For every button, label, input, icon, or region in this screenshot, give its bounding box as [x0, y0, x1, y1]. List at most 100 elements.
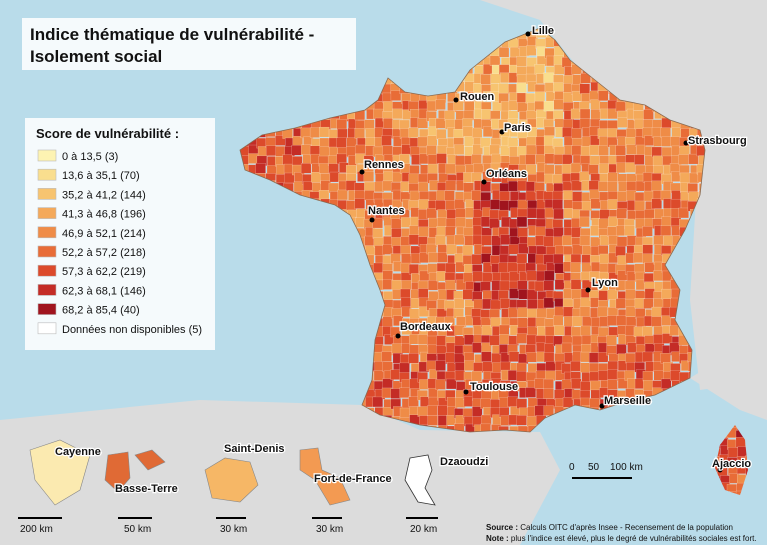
commune	[391, 228, 402, 239]
commune	[543, 236, 554, 247]
title-line: Indice thématique de vulnérabilité -	[30, 25, 314, 44]
commune	[534, 405, 545, 416]
commune	[300, 144, 312, 155]
note-label: Note :	[486, 534, 509, 543]
commune	[534, 91, 546, 103]
commune	[661, 136, 672, 147]
commune	[525, 387, 536, 398]
commune	[525, 371, 537, 383]
commune	[553, 208, 564, 220]
commune	[633, 252, 644, 263]
commune	[688, 153, 699, 165]
commune	[381, 387, 393, 399]
commune	[418, 288, 429, 299]
commune	[561, 163, 573, 175]
commune	[408, 264, 420, 275]
city-label: Ajaccio	[712, 458, 751, 470]
commune	[399, 407, 411, 419]
commune	[598, 145, 609, 156]
note: Note : plus l'indice est élevé, plus le …	[486, 534, 757, 543]
commune	[660, 127, 671, 138]
commune	[490, 199, 501, 210]
legend-swatch	[37, 188, 57, 200]
commune	[426, 208, 437, 219]
commune	[507, 137, 519, 148]
commune	[642, 351, 653, 363]
commune	[651, 316, 662, 327]
commune	[571, 378, 582, 389]
commune	[508, 351, 520, 362]
commune	[543, 135, 555, 146]
commune	[426, 360, 437, 372]
iberia	[0, 400, 560, 545]
commune	[526, 207, 538, 219]
commune	[399, 362, 410, 374]
commune	[589, 398, 600, 409]
commune	[590, 109, 601, 120]
overseas-label: Dzaoudzi	[440, 456, 488, 468]
commune	[651, 306, 662, 318]
commune	[453, 100, 464, 111]
commune	[364, 190, 375, 201]
commune	[544, 153, 556, 164]
commune	[554, 389, 565, 400]
commune	[454, 199, 465, 210]
commune	[435, 118, 447, 129]
commune	[499, 191, 511, 202]
commune	[427, 405, 438, 416]
commune	[553, 315, 564, 327]
commune	[499, 298, 511, 309]
scale-bars: 200 km 50 km 30 km 30 km 20 km 0 50 100 …	[18, 462, 643, 535]
commune	[589, 362, 600, 374]
commune	[589, 189, 600, 200]
commune	[571, 227, 582, 238]
commune	[436, 335, 447, 346]
overseas-label: Basse-Terre	[115, 483, 178, 495]
commune	[392, 108, 403, 120]
commune	[625, 289, 636, 300]
legend-swatch	[37, 284, 57, 296]
commune	[678, 207, 689, 219]
commune	[581, 201, 593, 212]
commune	[679, 172, 691, 184]
commune	[455, 155, 466, 166]
commune	[373, 262, 384, 274]
commune	[626, 144, 637, 155]
commune	[543, 405, 554, 416]
commune	[498, 47, 510, 58]
commune	[643, 273, 655, 284]
commune	[481, 235, 492, 246]
commune	[401, 253, 412, 264]
commune	[606, 335, 617, 346]
commune	[516, 92, 528, 104]
commune	[490, 73, 501, 84]
commune	[480, 137, 491, 148]
commune	[408, 234, 420, 245]
commune	[365, 128, 376, 139]
commune	[526, 45, 537, 56]
commune	[571, 326, 582, 338]
commune	[337, 128, 348, 140]
commune	[427, 335, 438, 347]
commune	[663, 235, 674, 246]
commune	[544, 126, 555, 138]
commune	[410, 253, 422, 264]
legend-title: Score de vulnérabilité :	[36, 126, 179, 141]
commune	[390, 369, 401, 380]
commune	[400, 297, 412, 308]
commune	[607, 172, 618, 183]
commune	[427, 415, 438, 426]
commune	[589, 155, 601, 166]
scale-label: 200 km	[20, 524, 53, 535]
commune	[689, 172, 700, 184]
commune	[445, 226, 456, 237]
commune	[534, 100, 545, 112]
commune	[634, 192, 646, 203]
commune	[670, 198, 682, 210]
commune	[526, 289, 538, 301]
commune	[607, 199, 618, 210]
commune	[615, 245, 626, 257]
commune	[598, 245, 609, 256]
commune	[580, 381, 591, 392]
commune	[319, 163, 330, 174]
